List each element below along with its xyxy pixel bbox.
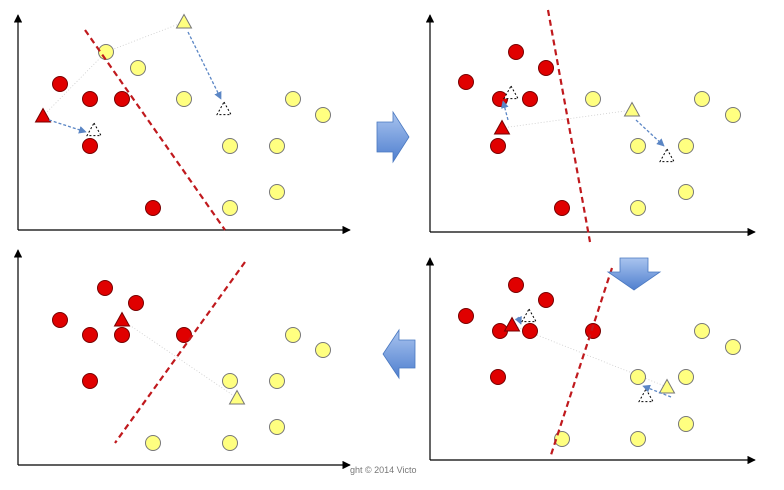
yellow-point (630, 200, 646, 216)
moved-triangle (216, 100, 232, 116)
separator (548, 267, 614, 459)
red-point (490, 138, 506, 154)
red-point (114, 327, 130, 343)
red-point (82, 91, 98, 107)
red-point (538, 292, 554, 308)
yellow-point (725, 339, 741, 355)
move-arrow (48, 119, 87, 134)
red-point (52, 312, 68, 328)
yellow-triangle (623, 101, 641, 117)
red-point (538, 60, 554, 76)
yellow-point (222, 373, 238, 389)
guide-line (501, 109, 633, 129)
moved-triangle (521, 307, 537, 323)
yellow-point (222, 138, 238, 154)
yellow-point (694, 91, 710, 107)
yellow-point (315, 107, 331, 123)
yellow-triangle (658, 378, 676, 394)
step-arrow (376, 110, 410, 164)
yellow-point (678, 369, 694, 385)
yellow-point (694, 323, 710, 339)
red-point (128, 295, 144, 311)
red-point (82, 138, 98, 154)
guide-line (121, 319, 238, 399)
red-point (458, 74, 474, 90)
yellow-point (222, 200, 238, 216)
red-point (522, 323, 538, 339)
red-point (458, 308, 474, 324)
move-arrow (187, 31, 222, 100)
moved-triangle (503, 84, 519, 100)
guide-line (511, 324, 668, 388)
move-arrow (514, 316, 522, 325)
yellow-point (145, 435, 161, 451)
red-point (52, 76, 68, 92)
yellow-point (678, 138, 694, 154)
yellow-point (630, 431, 646, 447)
watermark: ght © 2014 Victo (350, 465, 417, 475)
yellow-point (630, 138, 646, 154)
yellow-point (678, 184, 694, 200)
move-arrow (501, 100, 509, 121)
red-point (508, 277, 524, 293)
red-point (522, 91, 538, 107)
move-arrow (642, 384, 672, 398)
yellow-point (222, 435, 238, 451)
red-point (145, 200, 161, 216)
yellow-point (130, 60, 146, 76)
separator (114, 261, 246, 444)
move-arrow (635, 119, 665, 147)
yellow-point (725, 107, 741, 123)
guide-line (105, 21, 185, 53)
red-point (82, 327, 98, 343)
yellow-point (678, 416, 694, 432)
step-arrow (382, 328, 416, 380)
red-point (508, 44, 524, 60)
yellow-point (630, 369, 646, 385)
red-triangle (493, 119, 511, 135)
yellow-triangle (175, 13, 193, 29)
separator (84, 29, 226, 231)
yellow-triangle (228, 389, 246, 405)
red-point (554, 200, 570, 216)
red-point (114, 91, 130, 107)
yellow-point (98, 44, 114, 60)
red-triangle (503, 316, 521, 332)
yellow-point (315, 342, 331, 358)
yellow-point (269, 184, 285, 200)
red-point (82, 373, 98, 389)
red-point (492, 91, 508, 107)
red-triangle (113, 311, 131, 327)
red-point (490, 369, 506, 385)
yellow-point (269, 373, 285, 389)
step-arrow (606, 257, 662, 291)
yellow-point (585, 91, 601, 107)
moved-triangle (659, 147, 675, 163)
moved-triangle (638, 387, 654, 403)
yellow-point (269, 419, 285, 435)
red-point (97, 280, 113, 296)
yellow-point (285, 91, 301, 107)
yellow-point (176, 91, 192, 107)
yellow-point (554, 431, 570, 447)
red-triangle (34, 107, 52, 123)
red-point (176, 327, 192, 343)
yellow-point (285, 327, 301, 343)
moved-triangle (86, 121, 102, 137)
yellow-point (269, 138, 285, 154)
